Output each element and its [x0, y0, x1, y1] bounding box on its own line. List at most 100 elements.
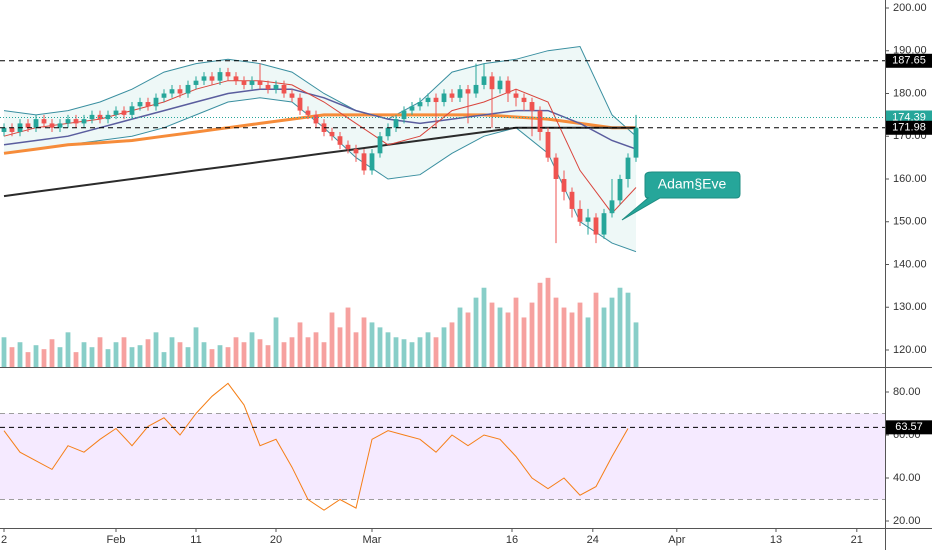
moving-average [3, 126, 636, 198]
candle-body [185, 84, 191, 94]
candle-body [161, 93, 167, 98]
volume-bar [449, 322, 455, 367]
volume-bar [33, 345, 39, 367]
candle-body [353, 149, 359, 154]
volume-bar [633, 322, 639, 367]
volume-bar [601, 307, 607, 367]
moving-average [3, 113, 636, 155]
annotation-text: Adam§Eve [658, 176, 727, 192]
volume-bar [193, 327, 199, 367]
candle-body [9, 127, 15, 132]
candle-body [337, 136, 343, 145]
candle-body [409, 106, 415, 111]
bollinger-fill [4, 46, 636, 252]
volume-bar [433, 337, 439, 367]
volume-bar [145, 339, 151, 367]
volume-bar [369, 322, 375, 367]
candle-body [41, 119, 47, 124]
rsi-y-tick-label: 40.00 [893, 472, 921, 484]
volume-bar [313, 332, 319, 367]
y-tick-label: 140.00 [893, 258, 927, 270]
volume-bar [609, 297, 615, 367]
candle-body [617, 178, 623, 201]
candle-body [489, 76, 495, 90]
moving-average [3, 88, 637, 150]
bollinger-upper [3, 45, 637, 137]
volume-bar [41, 349, 47, 367]
volume-bar [9, 347, 15, 367]
candle-body [433, 97, 439, 103]
x-tick-label: Feb [107, 534, 126, 546]
volume-bar [497, 307, 503, 367]
volume-bar [321, 342, 327, 367]
volume-bar [473, 297, 479, 367]
volume-bar [417, 337, 423, 367]
volume-bar [241, 342, 247, 367]
volume-bar [481, 287, 487, 367]
candle-body [465, 89, 471, 94]
rsi-y-tick-label: 20.00 [893, 515, 921, 527]
volume-bar [385, 332, 391, 367]
candle-body [81, 119, 87, 124]
candle-body [241, 80, 247, 85]
candle-body [305, 110, 311, 115]
plot-layer [0, 45, 885, 511]
volume-bar [329, 312, 335, 367]
moving-average [3, 80, 637, 214]
volume-bar [289, 337, 295, 367]
volume-bar [105, 349, 111, 367]
candle-body [209, 76, 215, 81]
price-level-box [886, 120, 932, 135]
candle-body [121, 110, 127, 115]
candle-body [417, 102, 423, 107]
volume-bar [129, 347, 135, 367]
candle-body [129, 106, 135, 115]
price-level-label: 171.98 [892, 122, 926, 134]
volume-bar [249, 332, 255, 367]
volume-bar [73, 352, 79, 367]
rsi-level-label: 63.57 [895, 421, 923, 433]
candle-body [33, 119, 39, 128]
rsi-band [0, 413, 885, 500]
candle-body [281, 84, 287, 94]
volume-bar [425, 332, 431, 367]
candle-body [345, 144, 351, 150]
volume-bar [537, 282, 543, 367]
candle-body [113, 110, 119, 115]
candle-body [561, 178, 567, 192]
candle-body [593, 217, 599, 235]
candle-body [193, 80, 199, 85]
volume-bar [465, 312, 471, 367]
candle-body [233, 76, 239, 81]
volume-bar [185, 347, 191, 367]
volume-bar [257, 339, 263, 367]
candle-body [505, 80, 511, 94]
volume-bar [521, 317, 527, 367]
x-tick-label: 13 [770, 534, 782, 546]
volume-bar [593, 292, 599, 367]
y-tick-label: 180.00 [893, 87, 927, 99]
volume-bar [569, 312, 575, 367]
volume-bar [305, 337, 311, 367]
rsi-line [3, 382, 629, 511]
volume-bar [209, 349, 215, 367]
volume-bar [153, 332, 159, 367]
volume-bar [577, 302, 583, 367]
candle-body [217, 72, 223, 81]
x-tick-label: Mar [363, 534, 382, 546]
x-tick-label: Apr [668, 534, 685, 546]
volume-bar [441, 327, 447, 367]
volume-bar [201, 342, 207, 367]
candle-body [513, 93, 519, 98]
rsi-level-box [886, 420, 932, 435]
volume-bar [489, 302, 495, 367]
volume-bar [513, 297, 519, 367]
volume-bar [137, 345, 143, 367]
candle-body [529, 102, 535, 111]
candle-body [273, 84, 279, 90]
candle-body [225, 72, 231, 77]
price-level-box [886, 53, 932, 68]
candle-body [1, 127, 7, 132]
volume-bar [401, 339, 407, 367]
candle-body [473, 84, 479, 94]
